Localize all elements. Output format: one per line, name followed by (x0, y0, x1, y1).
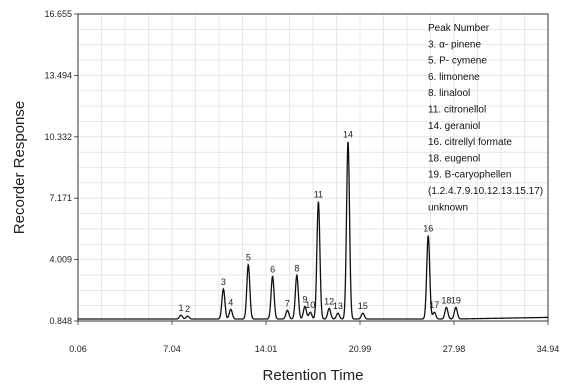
peak-label: 12 (324, 296, 334, 306)
plot-frame (77, 13, 549, 322)
y-tick-label: 13.494 (44, 70, 72, 80)
peak-label: 15 (358, 301, 368, 311)
x-tick-label: 34.94 (537, 344, 560, 354)
legend-entry: unknown (428, 202, 468, 213)
x-axis-ticks: 0.06 7.04 14.01 20.99 27.98 34.94 (69, 321, 559, 354)
peak-label: 1 (178, 303, 183, 313)
legend: Peak Number 3. α- pinene 5. P- cymene 6. li… (428, 23, 543, 213)
grid-lines (78, 14, 548, 321)
peak-label: 7 (285, 298, 290, 308)
x-tick-label: 0.06 (69, 344, 87, 354)
peak-label: 8 (294, 263, 299, 273)
peak-label: 13 (333, 301, 343, 311)
y-tick-label: 4.009 (49, 255, 72, 265)
legend-entry: 5. P- cymene (428, 56, 487, 67)
x-tick-label: 14.01 (255, 344, 278, 354)
peak-label: 2 (185, 304, 190, 314)
peak-label: 19 (451, 295, 461, 305)
legend-entry: Peak Number (428, 23, 490, 34)
peak-label: 16 (423, 224, 433, 234)
x-axis-title: Retention Time (263, 367, 364, 384)
legend-entry: 11. citronellol (428, 105, 486, 116)
x-tick-label: 27.98 (443, 344, 466, 354)
peak-label: 9 (302, 294, 307, 304)
legend-entry: 18. eugenol (428, 153, 480, 164)
peak-label: 4 (228, 297, 233, 307)
y-tick-label: 10.332 (44, 132, 72, 142)
peak-label: 10 (305, 300, 315, 310)
legend-entry: 14. geraniol (428, 121, 480, 132)
legend-entry: 6. limonene (428, 72, 480, 83)
peak-label: 18 (441, 295, 451, 305)
legend-entry: 16. citrellyl formate (428, 137, 512, 148)
peak-label: 11 (314, 190, 323, 200)
peak-label: 14 (343, 129, 353, 139)
x-tick-label: 20.99 (349, 344, 372, 354)
y-axis-ticks: 0.848 4.009 7.171 10.332 13.494 16.655 (44, 9, 78, 326)
y-tick-label: 16.655 (44, 9, 72, 19)
x-tick-label: 7.04 (163, 344, 181, 354)
peak-label: 5 (246, 253, 251, 263)
y-axis-title: Recorder Response (11, 101, 28, 234)
peak-label: 3 (221, 277, 226, 287)
y-tick-label: 7.171 (49, 193, 72, 203)
legend-entry: 8. linalool (428, 88, 470, 99)
chromatogram-trace (78, 141, 549, 320)
legend-entry: 19. B-caryophellen (428, 170, 511, 181)
legend-entry: (1.2.4.7.9.10.12.13.15.17) (428, 186, 543, 197)
legend-entry: 3. α- pinene (428, 39, 481, 50)
peak-label: 6 (270, 264, 275, 274)
peak-label: 17 (429, 300, 439, 310)
y-tick-label: 0.848 (49, 316, 72, 326)
